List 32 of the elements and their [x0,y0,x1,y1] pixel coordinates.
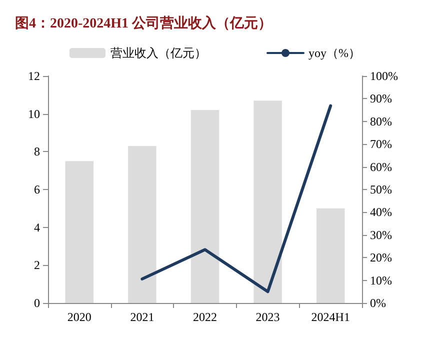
chart-title: 图4：2020-2024H1 公司营业收入（亿元） [15,16,272,32]
legend-label: 营业收入（亿元） [110,46,206,60]
bar [190,110,220,303]
bar [65,161,94,303]
bar [316,208,345,303]
y2-tick-label: 100% [370,69,398,83]
y-tick-label: 2 [34,258,40,272]
y2-tick-label: 50% [370,182,392,196]
x-tick-label: 2024H1 [311,310,350,324]
legend-label: yoy（%） [308,46,360,60]
y2-tick-label: 0% [370,296,386,310]
y-tick-label: 0 [34,296,40,310]
y-tick-label: 6 [34,182,40,196]
bar [254,100,282,303]
y-tick-label: 4 [34,220,40,234]
line-series [140,104,332,294]
y2-tick-label: 70% [370,137,392,152]
y2-tick-label: 90% [370,92,392,106]
y2-tick-label: 20% [370,250,392,265]
x-tick-label: 2022 [193,310,217,324]
y2-tick-label: 60% [370,160,392,174]
y-tick-label: 12 [28,69,40,83]
x-tick-label: 2023 [256,310,280,324]
y-tick-label: 8 [34,144,40,159]
y2-tick-label: 40% [370,205,392,220]
y-tick-label: 10 [28,106,40,121]
bar [128,146,156,303]
x-tick-label: 2020 [67,310,92,324]
y2-tick-label: 10% [370,273,392,288]
y2-tick-label: 80% [370,114,392,128]
y2-tick-label: 30% [370,228,392,242]
x-tick-label: 2021 [130,310,154,324]
